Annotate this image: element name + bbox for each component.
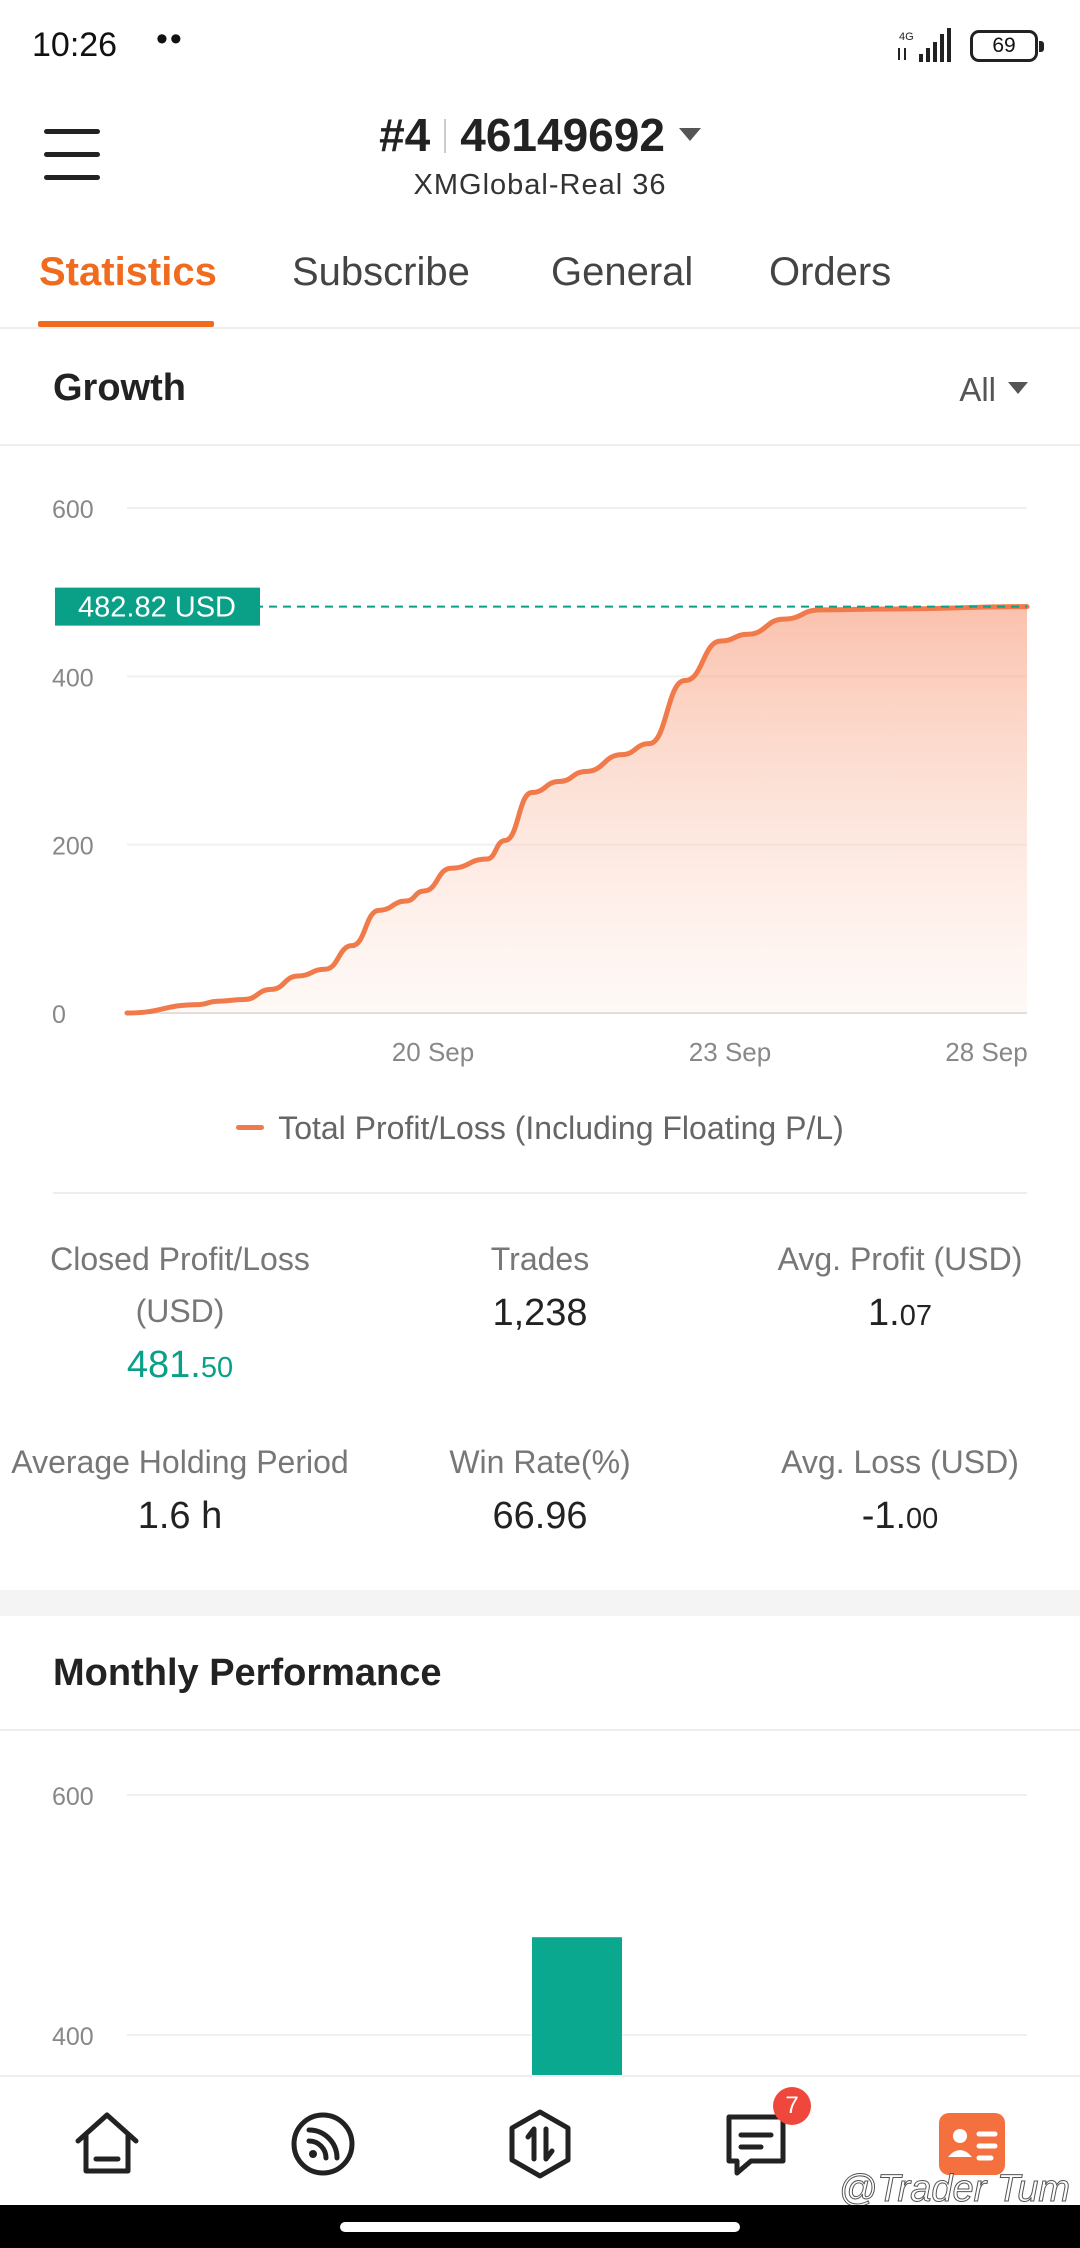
profile-icon[interactable] xyxy=(935,2107,1009,2181)
menu-icon-bar xyxy=(44,152,100,157)
messages-tab[interactable]: 7 xyxy=(719,2087,811,2181)
bar xyxy=(532,1937,622,2075)
home-icon[interactable] xyxy=(70,2107,144,2181)
feed-icon[interactable] xyxy=(286,2107,360,2181)
section-title-monthly: Monthly Performance xyxy=(53,1652,442,1694)
legend-swatch xyxy=(236,1125,265,1130)
account-prefix: #4 xyxy=(379,109,431,161)
value-int: 481. xyxy=(126,1344,201,1386)
stat-win-rate: Win Rate(%) 66.96 xyxy=(360,1436,720,1544)
stat-value: 1.07 xyxy=(720,1285,1080,1344)
battery-level: 69 xyxy=(992,34,1016,57)
series-line xyxy=(124,604,1030,1016)
section-title-growth: Growth xyxy=(53,367,186,409)
stat-label: Win Rate(%) xyxy=(449,1444,631,1480)
stat-closed-pl: Closed Profit/Loss (USD) 481.50 xyxy=(0,1233,360,1396)
monthly-bar-chart: 400 600 xyxy=(52,1783,1027,2075)
chart-legend: Total Profit/Loss (Including Floating P/… xyxy=(0,1110,1080,1147)
x-tick-label: 28 Sep xyxy=(945,1037,1027,1067)
marker-badge xyxy=(55,587,260,626)
y-tick-label: 400 xyxy=(52,2023,94,2051)
value-dec: 00 xyxy=(906,1503,939,1535)
value-dec: 50 xyxy=(200,1352,234,1384)
divider xyxy=(53,1192,1027,1194)
value-dec: 07 xyxy=(899,1300,932,1332)
section-gap xyxy=(0,1590,1080,1616)
stat-label: (USD) xyxy=(135,1293,225,1329)
value-int: -1. xyxy=(861,1495,907,1537)
growth-chart: 0 200 400 600 20 Sep 23 Sep 28 Sep 482.82 USD xyxy=(52,496,1030,1067)
stat-label: Avg. Profit (USD) xyxy=(777,1241,1023,1277)
monthly-header: Monthly Performance xyxy=(0,1616,1080,1731)
stat-value: 481.50 xyxy=(0,1337,360,1396)
battery-icon: 69 xyxy=(970,30,1044,62)
account-number: 46149692 xyxy=(460,109,665,161)
tab-subscribe[interactable]: Subscribe xyxy=(292,250,470,294)
system-nav-bar xyxy=(0,2205,1080,2248)
menu-button[interactable] xyxy=(40,125,102,185)
marker-label: 482.82 USD xyxy=(78,592,236,624)
stat-avg-loss: Avg. Loss (USD) -1.00 xyxy=(720,1436,1080,1547)
chevron-down-icon xyxy=(678,128,701,141)
stat-value: -1.00 xyxy=(720,1488,1080,1547)
stat-value: 1.6 h xyxy=(137,1495,223,1537)
y-tick-label: 0 xyxy=(52,1001,66,1029)
account-selector[interactable]: #4 46149692 xyxy=(0,108,1080,162)
tab-general[interactable]: General xyxy=(551,250,694,294)
status-dots: •• xyxy=(156,20,184,58)
value-int: 1. xyxy=(868,1292,900,1334)
legend-label: Total Profit/Loss (Including Floating P/… xyxy=(278,1110,844,1146)
range-value: All xyxy=(959,371,996,408)
stat-trades: Trades 1,238 xyxy=(360,1233,720,1341)
y-tick-label: 600 xyxy=(52,496,94,524)
notification-badge: 7 xyxy=(773,2087,811,2125)
network-type: 4G xyxy=(899,31,914,43)
menu-icon-bar xyxy=(44,175,100,180)
stat-value: 66.96 xyxy=(492,1495,588,1537)
account-separator xyxy=(444,119,447,153)
message-icon xyxy=(726,2114,786,2176)
x-tick-label: 23 Sep xyxy=(689,1037,771,1067)
status-bar: 10:26 •• 4G 69 xyxy=(0,0,1080,95)
stat-label: Trades xyxy=(490,1241,590,1277)
y-tick-label: 200 xyxy=(52,833,94,861)
active-tab-indicator xyxy=(38,321,214,327)
x-tick-label: 20 Sep xyxy=(392,1037,474,1067)
area-fill xyxy=(127,606,1027,1013)
stat-value: 1,238 xyxy=(492,1292,588,1334)
watermark: @Trader Tum xyxy=(838,2168,1070,2211)
bottom-nav: 7 xyxy=(0,2075,1080,2205)
stat-label: Avg. Loss (USD) xyxy=(781,1444,1019,1480)
status-time: 10:26 xyxy=(32,26,118,64)
stat-label: Average Holding Period xyxy=(11,1444,349,1480)
tab-bar: Statistics Subscribe General Orders xyxy=(0,245,1080,329)
tab-statistics[interactable]: Statistics xyxy=(39,250,217,294)
stat-label: Closed Profit/Loss xyxy=(50,1241,310,1277)
range-dropdown[interactable]: All xyxy=(959,371,1028,409)
home-indicator[interactable] xyxy=(340,2222,740,2232)
server-name: XMGlobal-Real 36 xyxy=(413,169,667,201)
menu-icon xyxy=(44,129,100,134)
signal-icon: 4G xyxy=(898,28,951,62)
stat-avg-profit: Avg. Profit (USD) 1.07 xyxy=(720,1233,1080,1344)
tab-orders[interactable]: Orders xyxy=(769,250,892,294)
y-tick-label: 400 xyxy=(52,664,94,692)
growth-header: Growth All xyxy=(0,331,1080,446)
chevron-down-icon xyxy=(1008,382,1028,394)
trade-icon[interactable] xyxy=(503,2107,577,2181)
y-tick-label: 600 xyxy=(52,1783,94,1811)
stat-avg-holding: Average Holding Period 1.6 h xyxy=(0,1436,360,1544)
